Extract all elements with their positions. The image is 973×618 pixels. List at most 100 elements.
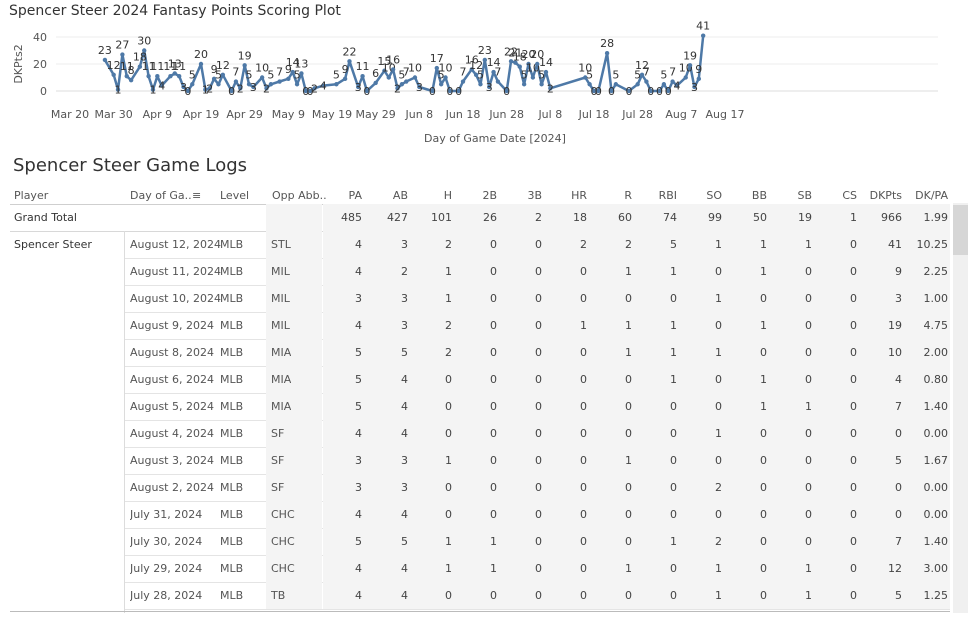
level: MLB (220, 238, 244, 251)
stat-so: 0 (715, 400, 722, 413)
stat-pa: 4 (355, 427, 362, 440)
data-point (342, 76, 348, 82)
stat-r: 60 (618, 211, 632, 224)
header-r: R (624, 189, 632, 202)
header-date[interactable]: Day of Ga.. (130, 189, 192, 202)
data-point (312, 86, 317, 91)
stat-rbi: 0 (670, 292, 677, 305)
data-label: 18 (513, 51, 527, 64)
row-shade (323, 366, 950, 393)
stat-rbi: 1 (670, 346, 677, 359)
opponent: STL (271, 238, 291, 251)
stat-dk-pa: 0.00 (923, 508, 949, 521)
stat-h: 0 (445, 481, 452, 494)
data-label: 0 (307, 85, 314, 98)
data-point (203, 87, 208, 92)
level: MLB (220, 589, 244, 602)
stat-rbi: 0 (670, 400, 677, 413)
x-axis-label: Day of Game Date [2024] (424, 132, 566, 145)
stat-dk-pa: 1.00 (923, 292, 949, 305)
opponent: CHC (271, 535, 295, 548)
data-label: 12 (216, 59, 230, 72)
data-label: 7 (276, 66, 283, 79)
data-point (661, 82, 667, 87)
data-point (670, 79, 675, 84)
stat-ab: 4 (401, 562, 408, 575)
stat-cs: 0 (850, 508, 857, 521)
data-point (683, 75, 688, 80)
sort-icon[interactable]: ≡ (192, 189, 202, 202)
stat-3b: 0 (535, 427, 542, 440)
data-label: 10 (255, 62, 269, 75)
stat-ab: 2 (401, 265, 408, 278)
stat-pa: 4 (355, 319, 362, 332)
stat-r: 0 (625, 589, 632, 602)
opponent: MIA (271, 346, 292, 359)
data-point (596, 88, 601, 94)
data-point (382, 68, 387, 73)
y-tick-label: 0 (40, 85, 47, 98)
stat-2b: 0 (490, 238, 497, 251)
header-rbi: RBI (658, 189, 677, 202)
table-bottom-border (10, 611, 950, 612)
stat-sb: 0 (805, 427, 812, 440)
stat-dkpts: 0 (895, 427, 902, 440)
data-label: 5 (294, 68, 301, 81)
stat-sb: 0 (805, 319, 812, 332)
stat-ab: 3 (401, 238, 408, 251)
header-dk-pa: DK/PA (915, 189, 948, 202)
x-tick-label: Jul 8 (537, 108, 562, 121)
stat-hr: 0 (580, 589, 587, 602)
data-point (644, 79, 649, 84)
data-point (591, 88, 597, 94)
stat-2b: 1 (490, 535, 497, 548)
data-point (390, 67, 396, 72)
data-point (674, 83, 680, 88)
data-label: 13 (168, 57, 182, 70)
data-label: 13 (294, 57, 308, 70)
stat-hr: 0 (580, 265, 587, 278)
stat-ab: 4 (401, 373, 408, 386)
stat-so: 0 (715, 373, 722, 386)
game-date: August 6, 2024 (130, 373, 214, 386)
table-row: August 9, 2024 MLB MIL 4 3 2 0 0 1 1 1 0 1 0 0 19 4.75 (0, 312, 950, 339)
stat-r: 0 (625, 427, 632, 440)
data-point (404, 79, 409, 84)
row-shade (266, 528, 322, 555)
table-row: August 4, 2024 MLB SF 4 4 0 0 0 0 0 0 1 0 0 0 0 0.00 (0, 420, 950, 447)
stat-hr: 0 (580, 346, 587, 359)
game-date: July 29, 2024 (130, 562, 203, 575)
stat-dkpts: 966 (881, 211, 902, 224)
data-point (700, 33, 706, 38)
data-point (491, 69, 496, 75)
header-3b: 3B (527, 189, 542, 202)
level: MLB (220, 562, 244, 575)
data-point (386, 75, 391, 80)
stat-r: 0 (625, 508, 632, 521)
table-scrollbar-thumb[interactable] (953, 205, 968, 255)
stat-rbi: 1 (670, 535, 677, 548)
game-date: August 9, 2024 (130, 319, 214, 332)
table-scrollbar-track[interactable] (953, 203, 968, 613)
stat-rbi: 1 (670, 319, 677, 332)
data-label: 2 (394, 82, 401, 95)
data-point (692, 84, 697, 90)
data-label: 14 (286, 56, 300, 69)
data-point (548, 86, 553, 91)
row-shade (266, 501, 322, 528)
data-label: 21 (508, 47, 522, 60)
data-point (687, 63, 693, 68)
data-label: 3 (486, 81, 493, 94)
stat-hr: 2 (580, 238, 587, 251)
row-shade (266, 555, 322, 582)
stat-2b: 0 (490, 427, 497, 440)
stat-bb: 1 (760, 319, 767, 332)
row-shade (323, 204, 950, 231)
stat-dkpts: 41 (888, 238, 902, 251)
stat-ab: 4 (401, 427, 408, 440)
row-shade (266, 366, 322, 393)
stat-cs: 0 (850, 535, 857, 548)
stat-ab: 427 (387, 211, 408, 224)
stat-so: 1 (715, 589, 722, 602)
